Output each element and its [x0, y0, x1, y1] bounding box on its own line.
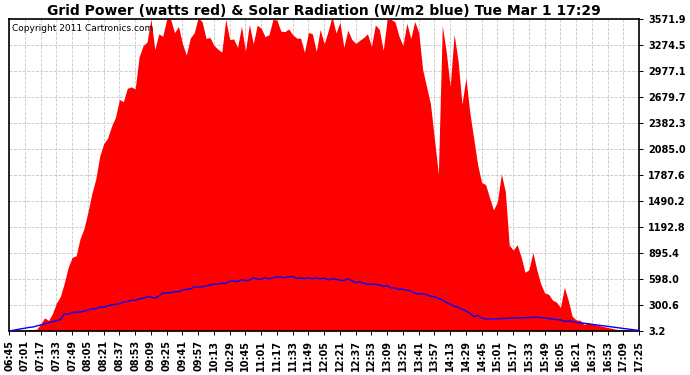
Text: Copyright 2011 Cartronics.com: Copyright 2011 Cartronics.com: [12, 24, 154, 33]
Title: Grid Power (watts red) & Solar Radiation (W/m2 blue) Tue Mar 1 17:29: Grid Power (watts red) & Solar Radiation…: [48, 4, 601, 18]
